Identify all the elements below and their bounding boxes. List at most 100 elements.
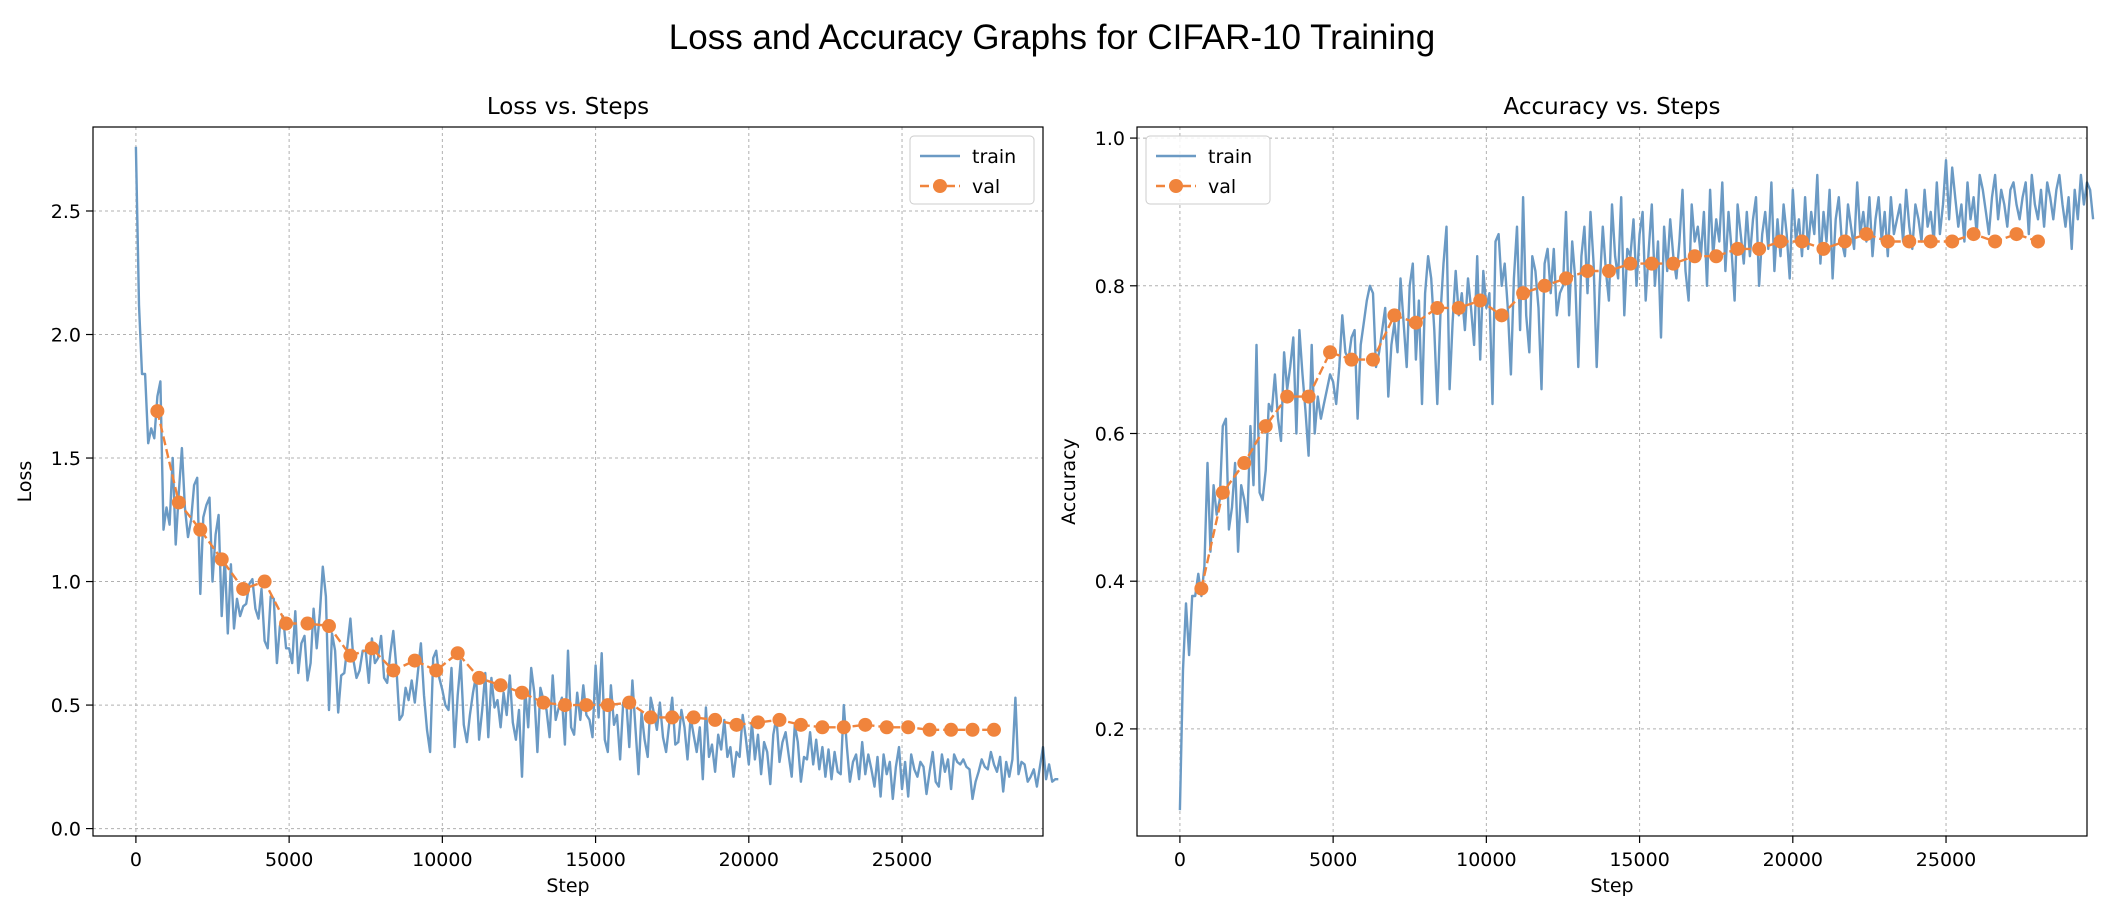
accuracy-x-tick-label: 25000	[1916, 849, 1976, 871]
loss-val-point	[536, 695, 551, 710]
accuracy-val-point	[1280, 389, 1295, 404]
loss-x-tick-label: 25000	[872, 849, 932, 871]
loss-y-tick-label: 1.5	[51, 448, 81, 470]
loss-val-point	[686, 710, 701, 725]
accuracy-val-point	[1816, 241, 1831, 256]
accuracy-val-point	[1451, 300, 1466, 315]
accuracy-val-point	[1559, 271, 1574, 286]
loss-val-point	[236, 581, 251, 596]
loss-val-point	[214, 552, 229, 567]
loss-val-point	[150, 404, 165, 419]
accuracy-x-axis-label: Step	[1590, 875, 1633, 897]
accuracy-val-point	[1323, 345, 1338, 360]
accuracy-y-tick-label: 0.6	[1095, 423, 1125, 445]
loss-val-point	[643, 710, 658, 725]
accuracy-val-point	[1258, 419, 1273, 434]
loss-val-point	[600, 698, 615, 713]
loss-x-tick-label: 0	[130, 849, 142, 871]
loss-val-point	[944, 722, 959, 737]
accuracy-y-tick-label: 0.8	[1095, 276, 1125, 298]
loss-chart-title: Loss vs. Steps	[487, 94, 649, 120]
accuracy-val-point	[1709, 249, 1724, 264]
accuracy-val-point	[1215, 485, 1230, 500]
loss-val-point	[429, 663, 444, 678]
loss-val-point	[450, 646, 465, 661]
loss-val-point	[922, 722, 937, 737]
accuracy-val-point	[1601, 264, 1616, 279]
accuracy-val-point	[1966, 227, 1981, 242]
loss-y-tick-label: 2.0	[51, 325, 81, 347]
accuracy-val-point	[1859, 227, 1874, 242]
loss-val-point	[729, 717, 744, 732]
loss-val-point	[836, 720, 851, 735]
loss-val-point	[321, 619, 336, 634]
loss-val-point	[772, 712, 787, 727]
accuracy-val-point	[1344, 352, 1359, 367]
loss-legend-val-label: val	[972, 176, 1000, 198]
accuracy-val-point	[1687, 249, 1702, 264]
accuracy-y-axis-label: Accuracy	[1058, 438, 1080, 525]
accuracy-val-point	[1537, 278, 1552, 293]
loss-val-point	[751, 715, 765, 730]
loss-val-point	[171, 495, 186, 510]
loss-val-point	[708, 712, 723, 727]
loss-val-point	[858, 717, 873, 732]
loss-val-point	[386, 663, 401, 678]
loss-val-point	[300, 616, 315, 631]
accuracy-val-point	[1301, 389, 1316, 404]
loss-series-val-line	[156, 410, 994, 731]
loss-y-tick-label: 1.0	[51, 572, 81, 594]
loss-val-point	[901, 720, 916, 735]
loss-val-point	[257, 574, 272, 589]
loss-val-point	[407, 653, 422, 668]
accuracy-x-tick-label: 5000	[1309, 849, 1357, 871]
loss-y-axis-label: Loss	[14, 461, 36, 503]
accuracy-val-point	[1795, 234, 1809, 249]
loss-x-tick-label: 10000	[412, 849, 472, 871]
accuracy-x-tick-label: 0	[1174, 849, 1186, 871]
accuracy-val-point	[1773, 234, 1788, 249]
loss-val-point	[793, 717, 808, 732]
accuracy-val-point	[1494, 308, 1509, 323]
accuracy-y-tick-label: 0.4	[1095, 571, 1125, 593]
loss-val-point	[879, 720, 894, 735]
loss-val-point	[364, 641, 379, 656]
accuracy-val-point	[1387, 308, 1402, 323]
loss-y-tick-label: 0.0	[51, 819, 81, 841]
loss-series-train-line	[134, 146, 1059, 801]
accuracy-y-tick-label: 1.0	[1095, 128, 1125, 150]
accuracy-x-tick-label: 15000	[1609, 849, 1669, 871]
loss-val-point	[557, 698, 572, 713]
accuracy-axes-frame	[1136, 126, 2088, 837]
accuracy-val-point	[1880, 234, 1895, 249]
loss-val-point	[343, 648, 358, 663]
accuracy-legend: train val	[1145, 135, 1271, 205]
loss-val-point	[965, 722, 980, 737]
accuracy-legend-val-marker	[1169, 179, 1183, 193]
loss-legend-val-marker	[933, 179, 947, 193]
loss-x-tick-label: 15000	[565, 849, 625, 871]
accuracy-val-point	[1923, 234, 1938, 249]
accuracy-legend-train-label: train	[1208, 146, 1252, 168]
accuracy-series-train-line	[1178, 158, 2095, 811]
loss-val-point	[193, 522, 208, 537]
accuracy-chart: 0 5000 10000 15000 20000 25000 0.2 0.4 0.6 0.8 1.0…	[1058, 94, 2095, 897]
accuracy-val-point	[1666, 256, 1681, 271]
accuracy-val-point	[1988, 234, 2003, 249]
loss-val-point	[665, 710, 680, 725]
accuracy-val-point	[1580, 264, 1595, 279]
figure-title: Loss and Accuracy Graphs for CIFAR-10 Tr…	[668, 18, 1436, 57]
loss-axes-frame	[92, 126, 1044, 837]
loss-val-point	[622, 695, 637, 710]
accuracy-val-point	[1902, 234, 1917, 249]
accuracy-val-point	[1365, 352, 1380, 367]
accuracy-val-point	[1516, 286, 1531, 301]
accuracy-val-point	[2030, 234, 2045, 249]
accuracy-val-point	[1644, 256, 1659, 271]
accuracy-y-tick-label: 0.2	[1095, 719, 1125, 741]
accuracy-val-point	[1730, 241, 1745, 256]
accuracy-x-tick-label: 10000	[1456, 849, 1516, 871]
accuracy-val-point	[1408, 315, 1423, 330]
